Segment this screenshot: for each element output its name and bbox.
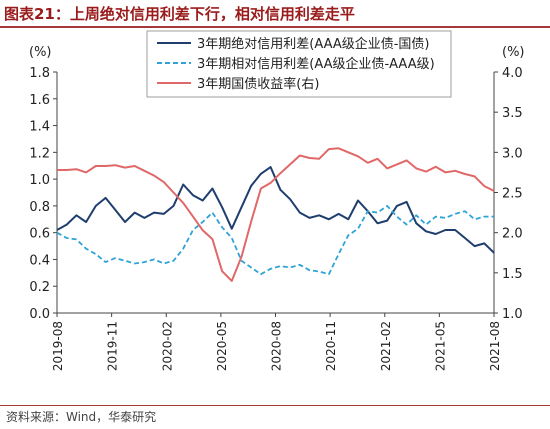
source-note: 资料来源：Wind，华泰研究 [6, 410, 157, 424]
y-right-unit-label: (%) [502, 45, 525, 60]
y-left-tick-label: 0.0 [29, 307, 50, 322]
y-left-tick-label: 1.0 [29, 173, 50, 188]
legend-label-3: 3年期国债收益率(右) [197, 76, 319, 92]
series-line-3 [57, 147, 495, 282]
x-tick-label: 2020-08 [270, 321, 284, 371]
y-right-tick-label: 2.0 [502, 227, 523, 242]
y-left-tick-label: 0.2 [29, 280, 50, 295]
y-left-tick-label: 1.2 [29, 146, 50, 161]
x-tick-label: 2020-11 [324, 321, 338, 371]
x-tick-label: 2019-11 [106, 321, 120, 371]
x-tick-label: 2021-05 [433, 321, 447, 371]
line-chart: (%) (%) 0.0 0.2 0.4 0.6 0.8 1.0 1.2 1.4 1.6 1.8 1.0 1… [29, 30, 525, 371]
y-left-tick-label: 1.6 [29, 93, 50, 108]
y-left-unit-label: (%) [29, 45, 52, 60]
y-left-tick-label: 0.6 [29, 227, 50, 242]
legend-box [146, 30, 452, 98]
title-underline [0, 26, 550, 28]
y-left-tick-label: 0.8 [29, 200, 50, 215]
x-tick-label: 2021-02 [379, 321, 393, 371]
x-tick-label: 2020-02 [160, 321, 174, 371]
legend-label-2: 3年期相对信用利差(AA级企业债-AAA级) [197, 56, 435, 72]
y-right-tick-label: 3.5 [502, 106, 523, 121]
series-line-1 [56, 166, 495, 254]
series-line-2 [56, 205, 494, 276]
y-right-tick-label: 1.5 [502, 267, 523, 282]
figure-title: 图表21：上周绝对信用利差下行，相对信用利差走平 [4, 5, 355, 23]
legend-label-1: 3年期绝对信用利差(AAA级企业债-国债) [197, 36, 430, 52]
y-right-tick-label: 1.0 [502, 307, 523, 322]
y-right-tick-label: 4.0 [502, 66, 523, 81]
x-tick-label: 2021-08 [488, 321, 502, 371]
y-left-tick-label: 1.4 [29, 120, 50, 135]
y-left-tick-label: 1.8 [29, 66, 50, 81]
y-left-tick-label: 0.4 [29, 253, 50, 268]
y-right-tick-label: 3.0 [502, 146, 523, 161]
chart-area: (%) (%) 0.0 0.2 0.4 0.6 0.8 1.0 1.2 1.4 1.6 1.8 1.0 1… [0, 30, 550, 402]
source-divider [0, 405, 550, 406]
y-right-tick-label: 2.5 [502, 187, 523, 202]
x-tick-label: 2019-08 [51, 321, 65, 371]
x-tick-label: 2020-05 [215, 321, 229, 371]
